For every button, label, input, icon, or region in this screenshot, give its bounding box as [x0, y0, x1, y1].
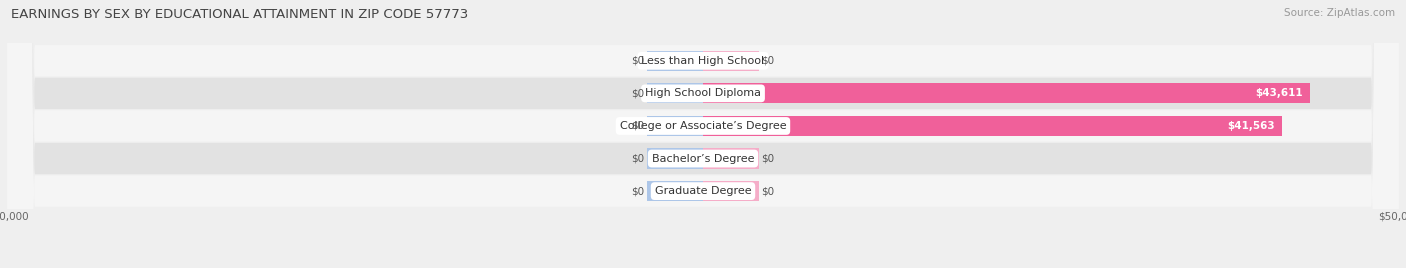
FancyBboxPatch shape — [7, 0, 1399, 268]
Text: $0: $0 — [631, 186, 644, 196]
Text: College or Associate’s Degree: College or Associate’s Degree — [620, 121, 786, 131]
Text: $0: $0 — [762, 56, 775, 66]
Text: $0: $0 — [762, 154, 775, 163]
Text: Less than High School: Less than High School — [641, 56, 765, 66]
Text: $0: $0 — [762, 186, 775, 196]
Bar — [703, 181, 759, 201]
Bar — [647, 51, 703, 71]
Text: $0: $0 — [631, 88, 644, 98]
Bar — [647, 148, 703, 169]
Bar — [647, 116, 703, 136]
Bar — [703, 148, 759, 169]
Text: Graduate Degree: Graduate Degree — [655, 186, 751, 196]
Text: Bachelor’s Degree: Bachelor’s Degree — [652, 154, 754, 163]
Text: $0: $0 — [631, 154, 644, 163]
Text: Source: ZipAtlas.com: Source: ZipAtlas.com — [1284, 8, 1395, 18]
Text: $43,611: $43,611 — [1256, 88, 1303, 98]
Text: $41,563: $41,563 — [1227, 121, 1275, 131]
Bar — [703, 116, 1281, 136]
Bar — [647, 83, 703, 103]
Text: EARNINGS BY SEX BY EDUCATIONAL ATTAINMENT IN ZIP CODE 57773: EARNINGS BY SEX BY EDUCATIONAL ATTAINMEN… — [11, 8, 468, 21]
FancyBboxPatch shape — [7, 0, 1399, 268]
Bar — [647, 181, 703, 201]
Bar — [703, 83, 1310, 103]
Text: $0: $0 — [631, 56, 644, 66]
Text: High School Diploma: High School Diploma — [645, 88, 761, 98]
Bar — [703, 51, 759, 71]
FancyBboxPatch shape — [7, 0, 1399, 268]
Text: $0: $0 — [631, 121, 644, 131]
FancyBboxPatch shape — [7, 0, 1399, 268]
FancyBboxPatch shape — [7, 0, 1399, 268]
